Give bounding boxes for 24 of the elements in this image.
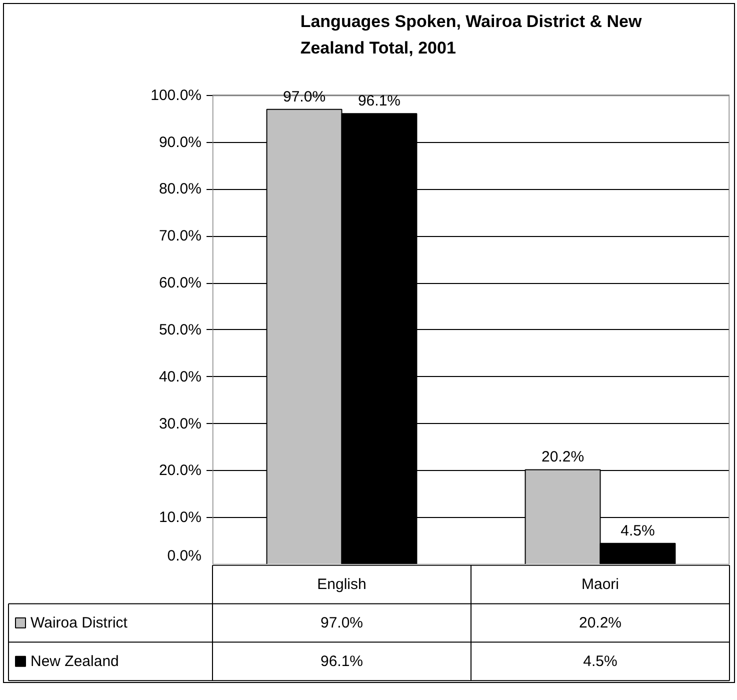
- x-tick-label: Maori: [581, 576, 620, 593]
- x-tick-label: English: [317, 576, 366, 593]
- legend-label: Wairoa District: [30, 614, 128, 632]
- y-tick-label: 70.0%: [158, 228, 202, 245]
- text: 20.2%: [542, 448, 584, 466]
- data-label: 97.0%: [320, 614, 364, 632]
- y-tick-label: 10.0%: [158, 509, 202, 526]
- y-tick-label: 90.0%: [158, 134, 202, 151]
- y-tick-label: 20.0%: [158, 462, 202, 480]
- text: 96.1%: [358, 92, 401, 110]
- y-tick-label: 0.0%: [167, 548, 202, 564]
- text: 97.0%: [283, 88, 326, 106]
- data-label: 20.2%: [578, 614, 622, 632]
- text: 4.5%: [620, 522, 655, 540]
- chart-title: Languages Spoken, Wairoa District & New Zealand Total, 2001: [300, 12, 642, 58]
- data-label: 96.1%: [320, 652, 364, 670]
- y-tick-label: 100.0%: [150, 86, 202, 104]
- y-tick-label: 30.0%: [158, 415, 202, 432]
- y-tick-label: 60.0%: [158, 274, 202, 292]
- data-label: 4.5%: [583, 652, 618, 670]
- y-tick-label: 40.0%: [158, 368, 202, 386]
- y-tick-label: 80.0%: [158, 180, 202, 198]
- legend-label: New Zealand: [30, 652, 119, 670]
- y-tick-label: 50.0%: [158, 321, 202, 338]
